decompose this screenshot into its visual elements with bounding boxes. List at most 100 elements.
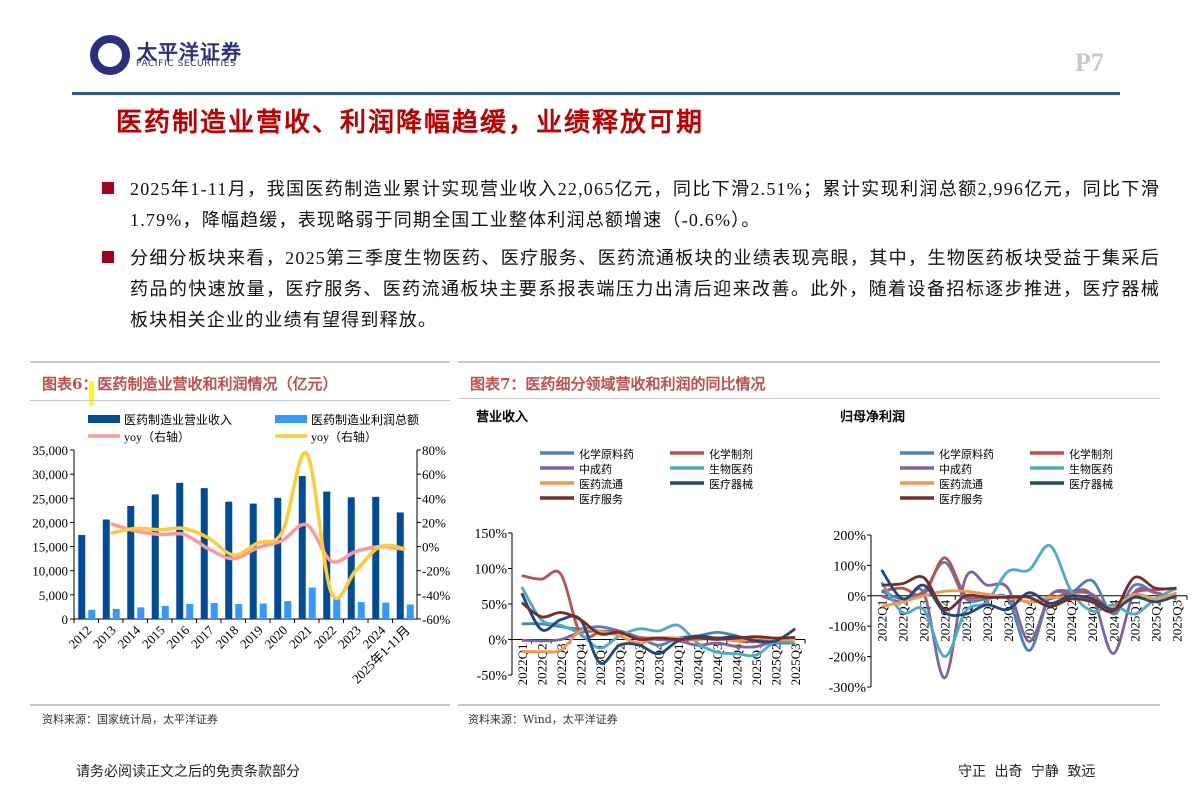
x-tick-label: 2024Q2 [691,644,706,686]
bar-profit [333,598,341,619]
y-tick-label: 200% [833,529,866,544]
series-line [520,601,796,642]
x-tick-label: 2022 [310,623,339,652]
x-tick-label: 2024Q4 [730,643,745,685]
page-title: 医药制造业营收、利润降幅趋缓，业绩释放可期 [116,108,705,138]
x-tick-label: 2025Q1 [749,644,764,686]
series-line [521,629,796,649]
y-tick-label: 30,000 [32,467,68,482]
x-tick-label: 2023Q4 [652,643,667,685]
y2-tick-label: 0% [422,540,440,555]
y-tick-label: -100% [829,620,867,635]
legend-label: 化学原料药 [579,447,634,461]
bar-revenue [249,503,257,619]
series-line [880,544,1178,658]
x-tick-label: 2025Q2 [1148,600,1163,642]
page-number: P7 [1075,48,1104,77]
series-line [520,586,796,658]
x-tick-label: 2023Q3 [632,644,647,686]
figure-7-title: 图表7：医药细分领域营收和利润的同比情况 [470,375,766,393]
bar-profit [406,604,414,619]
y-tick-label: 0% [488,634,507,649]
bar-revenue [298,476,306,619]
legend-label: 医疗器械 [1069,477,1113,491]
x-tick-label: 2014 [114,622,143,651]
x-tick-label: 2022Q3 [554,644,569,686]
y2-tick-label: -40% [422,588,450,603]
x-tick-label: 2017 [188,622,217,651]
bar-revenue [102,519,110,619]
chart-segment-profit-yoy: 归母净利润-300%-200%-100%0%100%200%2022Q1 2022… [829,409,1188,696]
y-tick-label: 35,000 [32,443,68,458]
legend-label: 生物医药 [709,462,753,476]
line-profit-yoy [110,451,406,601]
x-tick-label: 2021 [286,623,315,652]
bar-profit [235,604,243,619]
y-tick-label: 100% [833,559,866,574]
x-tick-label: 2015 [139,623,168,652]
x-tick-label: 2023Q2 [980,600,995,642]
logo-mark [76,16,130,83]
bar-profit [284,601,292,619]
series-line [881,575,1177,614]
bar-revenue [176,482,184,619]
bar-profit [112,608,120,619]
y-tick-label: 20,000 [32,515,68,530]
paragraph: 分细分板块来看，2025第三季度生物医药、医疗服务、医药流通板块的业绩表现亮眼，… [130,248,1160,330]
legend-label: 医疗服务 [579,492,623,506]
x-tick-label: 2022Q1 [515,644,530,686]
y2-tick-label: 20% [422,515,446,530]
legend-label: 生物医药 [1069,462,1113,476]
line-revenue-yoy [110,521,406,564]
x-tick-label: 2022Q1 [875,600,890,642]
legend-swatch [275,415,307,423]
logo-text: 太平洋证券 [137,40,242,64]
legend-label: 中成药 [579,463,612,476]
bar-profit [382,602,390,619]
chart-title: 归母净利润 [840,409,905,424]
y-tick-label: -300% [829,681,867,696]
legend-label: 中成药 [939,463,972,476]
y2-tick-label: 80% [422,443,446,458]
highlight-mark [89,381,94,405]
divider [30,400,450,401]
divider [458,398,1160,399]
bar-profit [210,603,218,619]
legend-label: 医药制造业利润总额 [311,413,419,427]
bar-revenue [225,501,233,619]
y-tick-label: 5,000 [39,588,68,603]
x-tick-label: 2025Q2 [769,644,784,686]
bar-profit [161,605,169,619]
legend-label: 医药流通 [579,477,623,491]
legend-label: 化学制剂 [709,447,753,461]
logo-subtext: PACIFIC SECURITIES [136,59,237,69]
bar-revenue [347,497,355,619]
bar-revenue [78,534,86,619]
y-tick-label: -200% [829,651,867,666]
x-tick-label: 2016 [163,622,192,651]
x-tick-label: 2022Q4 [573,643,588,685]
series-line [520,592,797,665]
divider [30,361,450,363]
legend-label: 化学原料药 [939,447,994,461]
y-tick-label: 0% [847,590,866,605]
x-tick-label: 2018 [212,623,241,652]
x-tick-label: 2013 [90,623,119,652]
figure-7-source: 资料来源：Wind，太平洋证券 [468,713,618,726]
figure-6-title: 图表6：医药制造业营收和利润情况（亿元） [42,375,338,393]
bar-revenue [151,494,159,619]
chart-segment-revenue-yoy: 营业收入 -50% 0% 50% 100% 150% 2022Q1 2022Q2 2022Q3 2… [474,409,806,686]
y-tick-label: 50% [481,598,507,613]
y-tick-label: 15,000 [32,540,68,555]
bar-revenue [274,497,282,619]
legend-label: 医疗器械 [709,477,753,491]
header-rule [72,92,1120,95]
paragraph: 2025年1-11月，我国医药制造业累计实现营业收入22,065亿元，同比下滑2… [130,179,1160,230]
x-tick-label: 2024Q2 [1064,600,1079,642]
x-tick-label: 2025Q3 [1169,600,1184,642]
divider [30,704,450,706]
legend-label: 医疗服务 [939,492,983,506]
divider [458,704,1160,706]
figure-6-source: 资料来源：国家统计局，太平洋证券 [42,713,218,726]
company-motto: 守正 出奇 宁静 致远 [958,764,1096,780]
